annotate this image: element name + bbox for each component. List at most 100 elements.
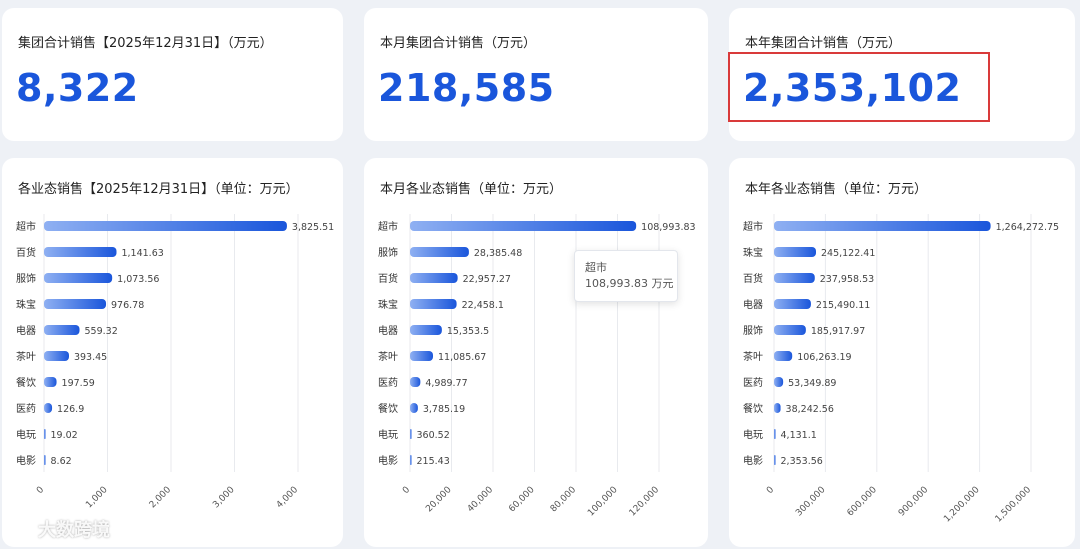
chart-card-month: 本月各业态销售（单位：万元） 0 20,000 40,000 60,000 80,000… [364, 158, 708, 547]
bar[interactable] [410, 247, 469, 257]
highlight-box [728, 52, 990, 122]
x-tick-label: 600,000 [846, 485, 880, 519]
bar[interactable] [410, 377, 421, 387]
x-tick-label: 1,200,000 [942, 485, 982, 525]
bar[interactable] [774, 351, 793, 361]
category-label: 电器 [743, 298, 763, 311]
chart-title: 本月各业态销售（单位：万元） [380, 182, 563, 197]
category-label: 医药 [16, 403, 36, 415]
category-label: 珠宝 [378, 298, 398, 311]
value-label: 237,958.53 [820, 274, 874, 285]
x-tick-label: 1,500,000 [994, 485, 1034, 525]
category-label: 电玩 [743, 428, 763, 441]
bar[interactable] [774, 221, 991, 231]
category-label: 超市 [743, 220, 763, 233]
bar[interactable] [410, 299, 457, 309]
chart-title: 本年各业态销售（单位：万元） [745, 182, 928, 197]
bar[interactable] [410, 455, 412, 465]
watermark: 大数跨境 [8, 516, 110, 542]
bar[interactable] [774, 377, 784, 387]
bar[interactable] [44, 299, 107, 309]
value-label: 976.78 [111, 300, 144, 311]
bar[interactable] [774, 247, 816, 257]
bar[interactable] [44, 429, 46, 439]
value-label: 197.59 [62, 378, 95, 389]
category-label: 超市 [16, 220, 36, 233]
value-label: 108,993.83 [641, 222, 695, 233]
bar[interactable] [44, 351, 69, 361]
kpi-card-year: 本年集团合计销售（万元） 2,353,102 [728, 8, 1075, 141]
value-label: 3,785.19 [423, 404, 465, 415]
category-label: 服饰 [378, 246, 398, 259]
bar[interactable] [410, 403, 418, 413]
category-label: 电影 [16, 454, 36, 467]
category-label: 电器 [16, 324, 36, 337]
x-tick-label: 0 [765, 485, 776, 496]
watermark-logo-icon [9, 522, 33, 536]
category-label: 电影 [743, 454, 763, 467]
category-label: 珠宝 [16, 298, 36, 311]
category-label: 茶叶 [743, 350, 763, 363]
category-label: 电玩 [378, 428, 398, 441]
category-label: 珠宝 [743, 246, 763, 259]
x-tick-label: 0 [35, 485, 46, 496]
bar[interactable] [774, 299, 811, 309]
x-tick-label: 40,000 [466, 485, 496, 515]
value-label: 28,385.48 [474, 248, 522, 259]
bar[interactable] [410, 273, 458, 283]
value-label: 15,353.5 [447, 326, 489, 337]
category-label: 服饰 [743, 324, 763, 337]
category-label: 茶叶 [16, 350, 36, 363]
bar[interactable] [44, 221, 287, 231]
category-label: 医药 [378, 377, 398, 389]
bar[interactable] [44, 377, 57, 387]
value-label: 215,490.11 [816, 300, 870, 311]
category-label: 服饰 [16, 272, 36, 285]
x-tick-label: 300,000 [794, 485, 828, 519]
x-tick-label: 100,000 [586, 485, 620, 519]
bar[interactable] [410, 429, 412, 439]
bar[interactable] [774, 325, 806, 335]
value-label: 245,122.41 [821, 248, 875, 259]
category-label: 医药 [743, 377, 763, 389]
kpi-title: 本月集团合计销售（万元） [380, 36, 537, 51]
value-label: 4,989.77 [425, 378, 467, 389]
kpi-title: 本年集团合计销售（万元） [745, 36, 902, 51]
bar[interactable] [44, 455, 46, 465]
value-label: 22,458.1 [462, 300, 504, 311]
value-label: 360.52 [417, 430, 450, 441]
bar[interactable] [774, 455, 776, 465]
bar[interactable] [410, 351, 434, 361]
category-label: 电器 [378, 324, 398, 337]
bar[interactable] [410, 221, 637, 231]
chart-title: 各业态销售【2025年12月31日】（单位：万元） [18, 182, 299, 197]
category-label: 电玩 [16, 428, 36, 441]
bar[interactable] [44, 403, 53, 413]
value-label: 106,263.19 [797, 352, 851, 363]
value-label: 1,264,272.75 [996, 222, 1059, 233]
x-tick-label: 120,000 [628, 485, 662, 519]
bar[interactable] [774, 429, 776, 439]
bar[interactable] [44, 273, 113, 283]
bar[interactable] [410, 325, 442, 335]
kpi-value: 8,322 [16, 66, 139, 110]
chart-tooltip: 超市 108,993.83 万元 [574, 250, 678, 302]
value-label: 185,917.97 [811, 326, 865, 337]
category-label: 电影 [378, 454, 398, 467]
value-label: 4,131.1 [781, 430, 817, 441]
kpi-value: 218,585 [378, 66, 555, 110]
category-label: 餐饮 [378, 402, 398, 415]
value-label: 11,085.67 [438, 352, 486, 363]
value-label: 38,242.56 [786, 404, 834, 415]
category-label: 餐饮 [16, 376, 36, 389]
tooltip-category: 超市 [585, 261, 607, 274]
bar[interactable] [774, 273, 815, 283]
bar[interactable] [774, 403, 781, 413]
bar[interactable] [44, 247, 117, 257]
bar-chart-month: 0 20,000 40,000 60,000 80,000 100,000 120,000 超… [378, 214, 696, 519]
value-label: 393.45 [74, 352, 107, 363]
chart-card-year: 本年各业态销售（单位：万元） 0 300,000 600,000 900,000 1,2… [729, 158, 1075, 547]
bar[interactable] [44, 325, 80, 335]
bar-chart-year: 0 300,000 600,000 900,000 1,200,000 1,500,000… [743, 214, 1059, 525]
tooltip-value: 108,993.83 万元 [585, 277, 674, 290]
